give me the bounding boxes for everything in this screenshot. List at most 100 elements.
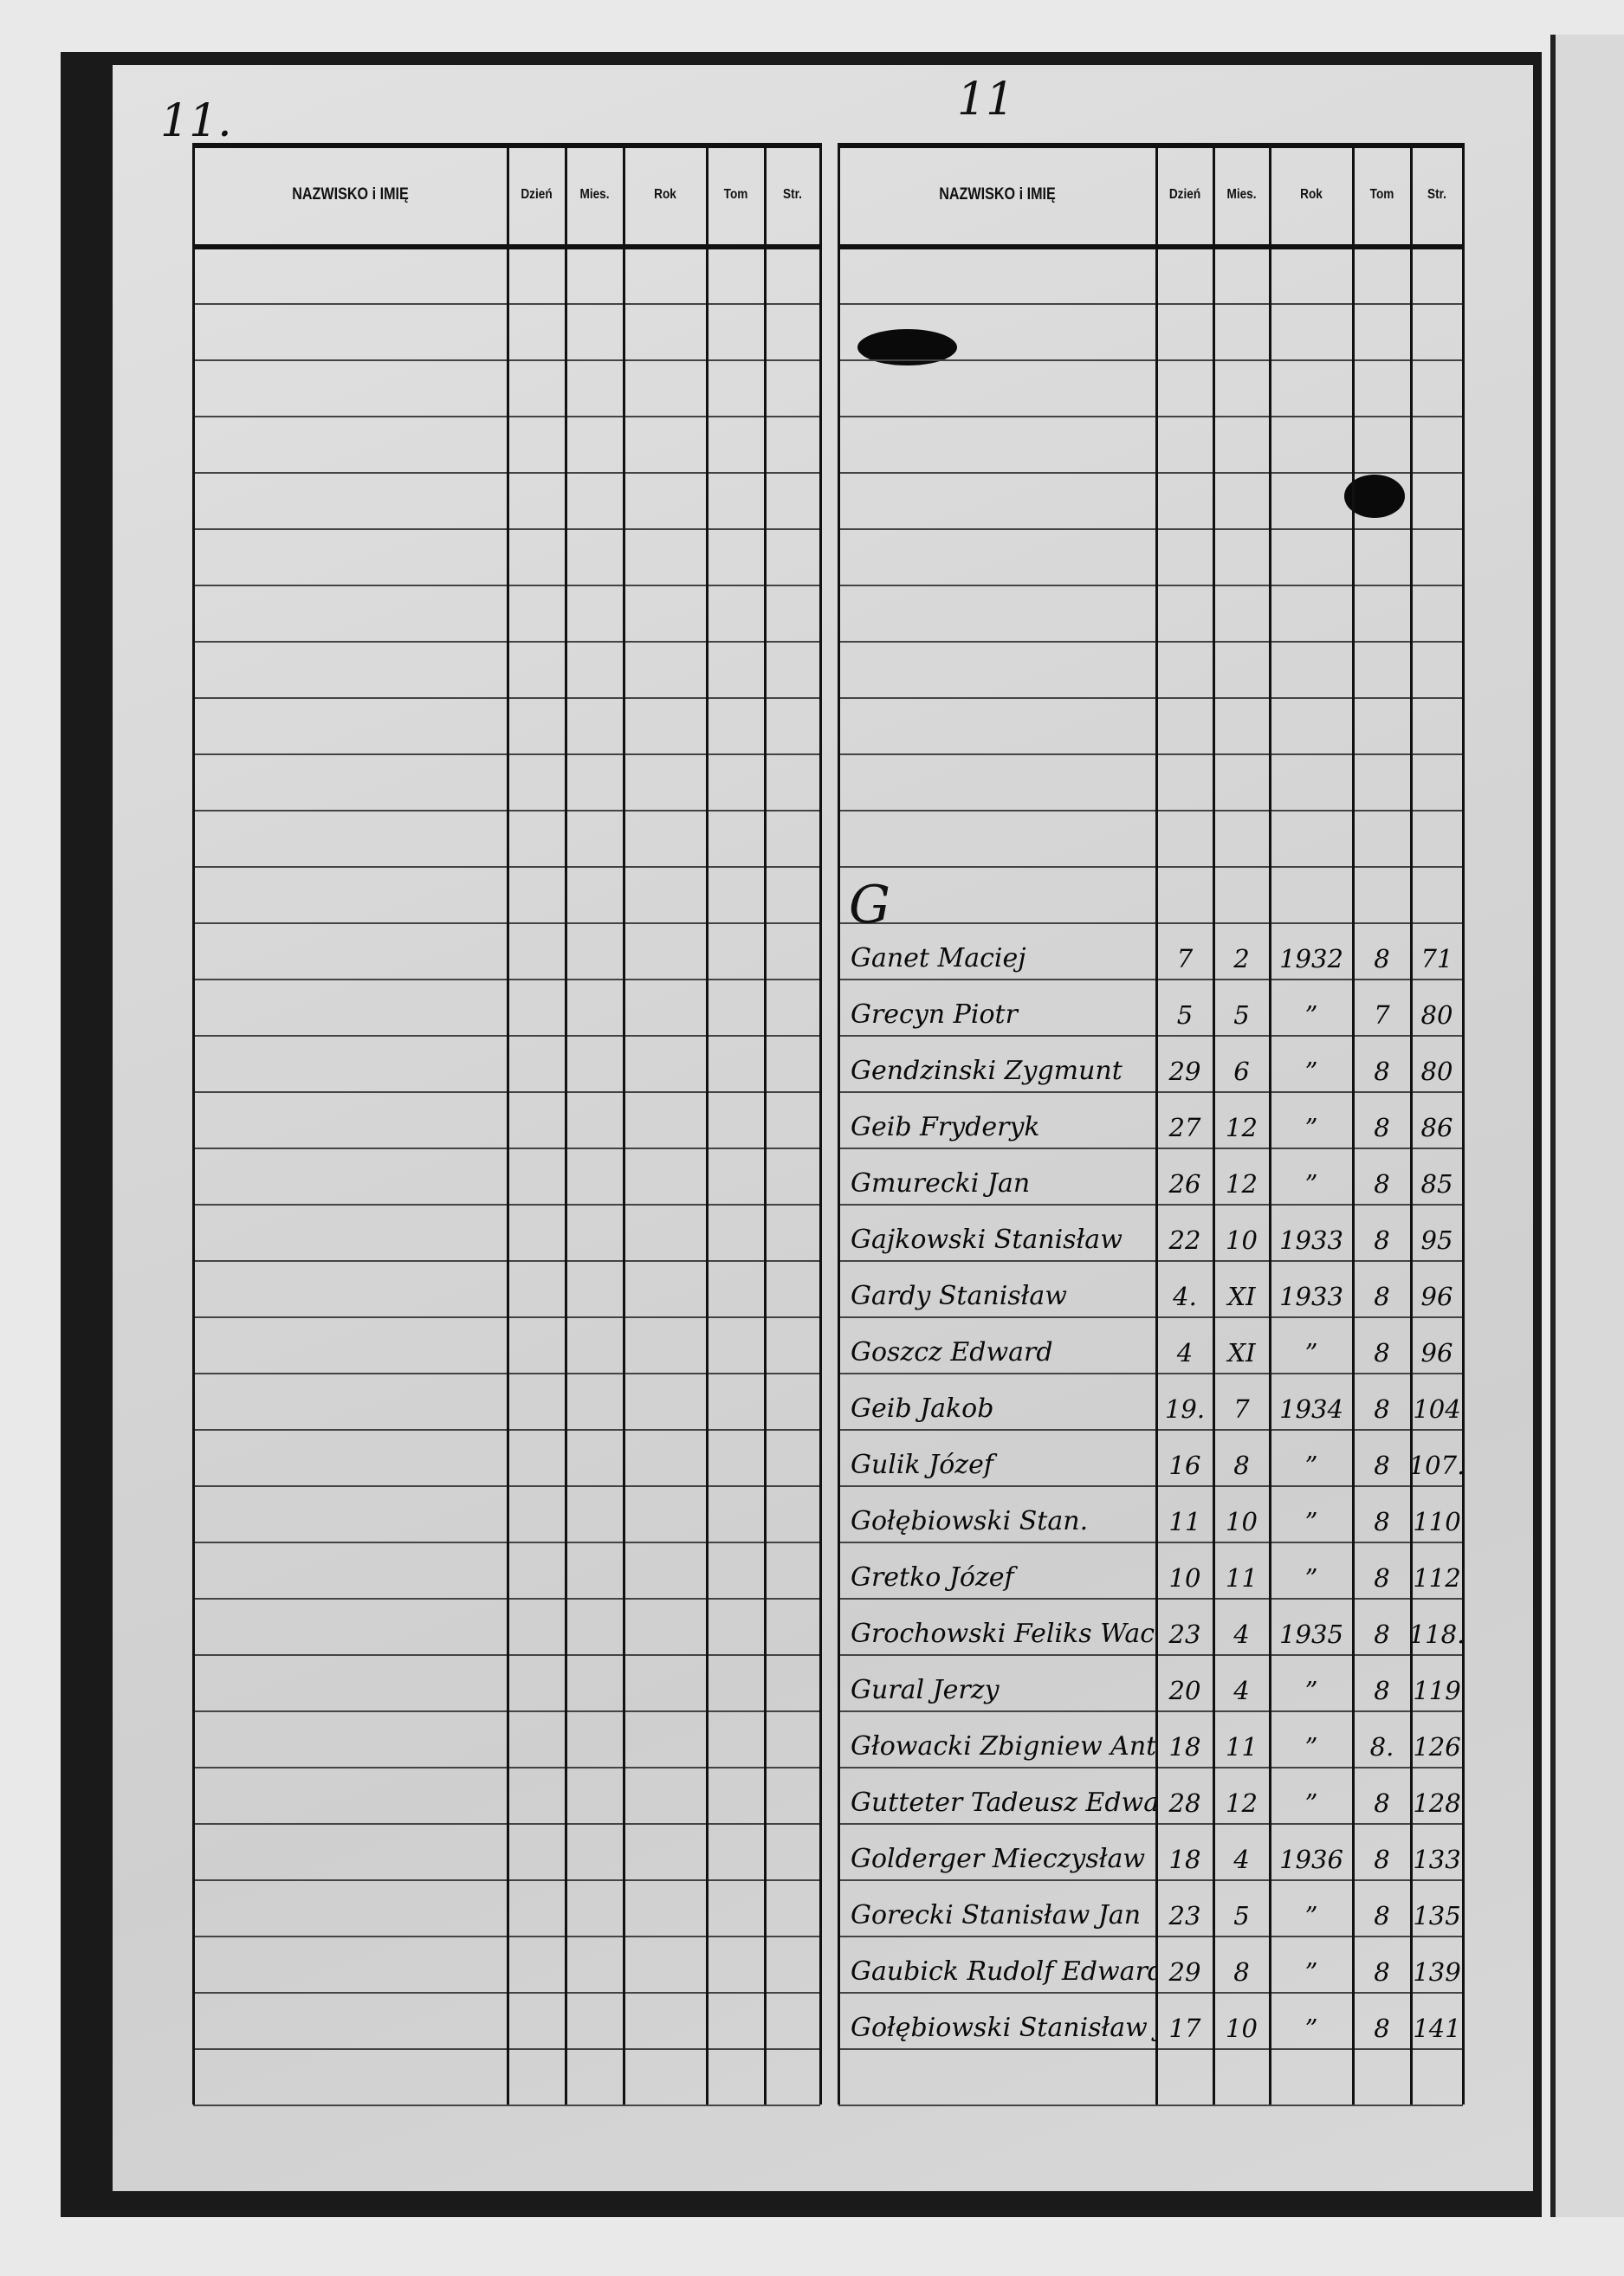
row-line	[838, 1485, 1463, 1487]
entry-month: 7	[1233, 1394, 1250, 1424]
entry-year: ”	[1304, 1338, 1318, 1368]
entry-month: XI	[1227, 1338, 1256, 1368]
left-header-tom: Tom	[723, 187, 748, 202]
entry-name: Goszcz Edward	[851, 1337, 1053, 1368]
entry-name: Gołębiowski Stan.	[851, 1506, 1089, 1536]
entry-year: 1933	[1279, 1282, 1343, 1311]
entry-month: 8	[1233, 1451, 1250, 1480]
entry-year: 1933	[1279, 1225, 1343, 1255]
row-line	[838, 979, 1463, 980]
entry-str: 107.	[1411, 1451, 1463, 1480]
entry-tom: 8	[1374, 1845, 1390, 1874]
left-column-rule	[565, 143, 567, 2105]
row-line	[838, 753, 1463, 755]
entry-day: 16	[1168, 1451, 1201, 1480]
entry-str: 112	[1413, 1563, 1461, 1593]
right-column-rule	[838, 143, 840, 2105]
entry-str: 119	[1413, 1676, 1461, 1705]
entry-tom: 8	[1374, 1225, 1390, 1255]
entry-tom: 8	[1374, 1169, 1390, 1199]
entry-year: ”	[1304, 1451, 1318, 1480]
row-line	[838, 2105, 1463, 2106]
entry-year: 1935	[1279, 1620, 1343, 1649]
entry-tom: 8	[1374, 1676, 1390, 1705]
row-line	[838, 1598, 1463, 1600]
entry-str: 80	[1420, 1000, 1453, 1030]
entry-name: Grochowski Feliks Wacław	[851, 1619, 1156, 1649]
entry-name: Gulik Józef	[851, 1450, 993, 1480]
row-line	[838, 1035, 1463, 1037]
entry-name: Gardy Stanisław	[851, 1281, 1067, 1311]
entry-year: ”	[1304, 1788, 1318, 1818]
row-line	[838, 1373, 1463, 1374]
entry-month: 4	[1233, 1620, 1250, 1649]
right-column-rule	[1352, 143, 1355, 2105]
row-line	[838, 1992, 1463, 1994]
row-line	[838, 1260, 1463, 1262]
entry-tom: 8	[1374, 1394, 1390, 1424]
entry-name: Gaubick Rudolf Edward	[851, 1956, 1156, 1987]
row-line	[838, 1091, 1463, 1093]
row-line	[838, 1316, 1463, 1318]
entry-month: 12	[1226, 1113, 1258, 1142]
entry-day: 23	[1168, 1901, 1201, 1930]
entry-str: 118.	[1411, 1620, 1463, 1649]
index-letter: G	[849, 875, 890, 935]
page-number-right: 11	[957, 74, 1015, 126]
row-line	[838, 1204, 1463, 1206]
entry-name: Gendzinski Zygmunt	[851, 1056, 1123, 1086]
entry-month: 2	[1233, 944, 1250, 973]
entry-name: Gural Jerzy	[851, 1675, 1000, 1705]
entry-name: Grecyn Piotr	[851, 999, 1018, 1030]
row-line	[838, 641, 1463, 643]
entry-str: 126	[1413, 1732, 1461, 1762]
row-line	[838, 1429, 1463, 1431]
left-column-rule	[507, 143, 509, 2105]
entry-tom: 8	[1374, 2014, 1390, 2043]
entry-month: 4	[1233, 1845, 1250, 1874]
row-line	[838, 922, 1463, 924]
entry-day: 22	[1168, 1225, 1201, 1255]
entry-tom: 8	[1374, 1901, 1390, 1930]
right-top-rule	[838, 143, 1463, 148]
entry-tom: 8	[1374, 1057, 1390, 1086]
entry-tom: 8	[1374, 1338, 1390, 1368]
left-header-name: NAZWISKO i IMIĘ	[292, 185, 409, 204]
entry-tom: 8	[1374, 1282, 1390, 1311]
entry-tom: 8	[1374, 944, 1390, 973]
register-page	[113, 65, 1533, 2191]
entry-year: ”	[1304, 1563, 1318, 1593]
entry-month: XI	[1227, 1282, 1256, 1311]
entry-month: 10	[1226, 1225, 1258, 1255]
entry-day: 18	[1168, 1732, 1201, 1762]
entry-month: 10	[1226, 1507, 1258, 1536]
entry-day: 19.	[1164, 1394, 1206, 1424]
entry-tom: 8	[1374, 1113, 1390, 1142]
entry-str: 133	[1413, 1845, 1461, 1874]
entry-name: Gajkowski Stanisław	[851, 1225, 1123, 1255]
entry-name: Geib Fryderyk	[851, 1112, 1040, 1142]
left-header-year: Rok	[654, 187, 676, 202]
entry-day: 4.	[1173, 1282, 1197, 1311]
entry-day: 10	[1168, 1563, 1201, 1593]
row-line	[838, 2048, 1463, 2050]
entry-day: 23	[1168, 1620, 1201, 1649]
right-header-tom: Tom	[1369, 187, 1394, 202]
entry-year: 1936	[1279, 1845, 1343, 1874]
entry-day: 29	[1168, 1957, 1201, 1987]
entry-str: 86	[1420, 1113, 1453, 1142]
entry-day: 18	[1168, 1845, 1201, 1874]
entry-year: ”	[1304, 1901, 1318, 1930]
entry-tom: 8	[1374, 1957, 1390, 1987]
entry-year: 1934	[1279, 1394, 1343, 1424]
right-header-str: Str.	[1427, 187, 1446, 202]
entry-str: 80	[1420, 1057, 1453, 1086]
page-number-left: 11.	[160, 95, 232, 147]
entry-day: 7	[1176, 944, 1194, 973]
row-line	[838, 585, 1463, 586]
entry-tom: 8.	[1369, 1732, 1394, 1762]
row-line	[838, 528, 1463, 530]
right-column-rule	[1410, 143, 1413, 2105]
left-column-rule	[819, 143, 822, 2105]
left-header-day: Dzień	[521, 187, 553, 202]
